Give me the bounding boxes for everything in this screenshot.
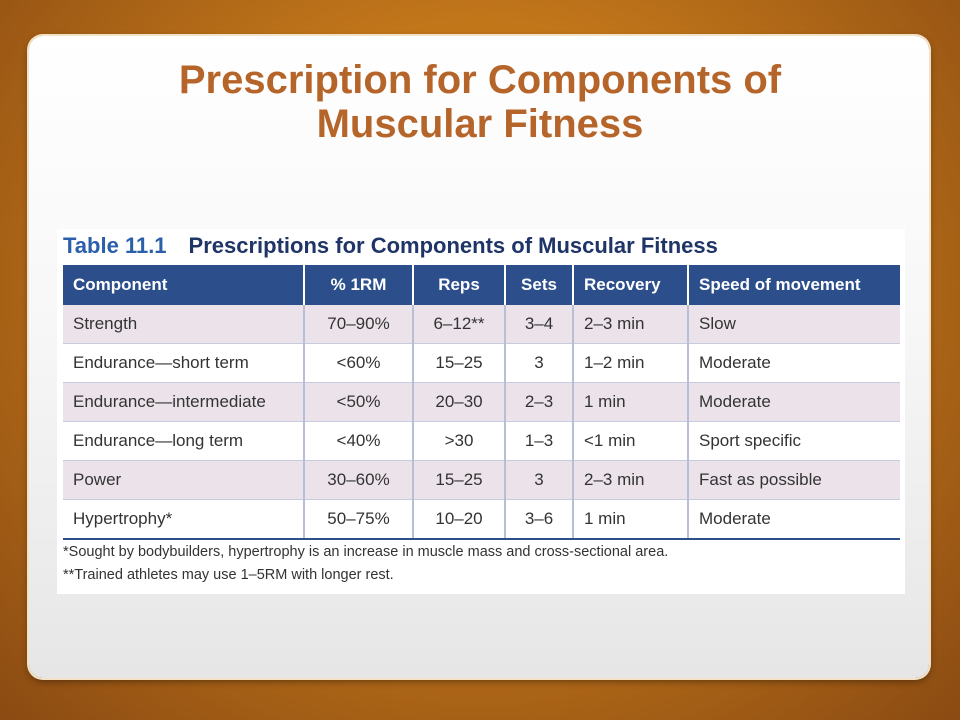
header-recovery: Recovery (573, 265, 689, 305)
cell-sets: 2–3 (505, 382, 574, 422)
header-reps: Reps (413, 265, 506, 305)
cell-recovery: 2–3 min (573, 460, 689, 500)
cell-component: Power (63, 460, 305, 500)
cell-reps: 15–25 (413, 343, 506, 383)
table-caption-text: Prescriptions for Components of Muscular… (188, 233, 718, 258)
cell-recovery: 1 min (573, 382, 689, 422)
table-row: Hypertrophy* 50–75% 10–20 3–6 1 min Mode… (63, 499, 900, 540)
slide-title-line-1: Prescription for Components of (178, 58, 782, 102)
cell-1rm: 70–90% (304, 305, 414, 344)
cell-speed: Sport specific (688, 421, 900, 461)
table-row: Power 30–60% 15–25 3 2–3 min Fast as pos… (63, 460, 900, 500)
cell-component: Endurance—intermediate (63, 382, 305, 422)
cell-speed: Moderate (688, 499, 900, 540)
slide-title: Prescription for Components of Muscular … (0, 58, 960, 146)
cell-component: Endurance—short term (63, 343, 305, 383)
cell-recovery: 1–2 min (573, 343, 689, 383)
cell-1rm: <60% (304, 343, 414, 383)
table-row: Endurance—intermediate <50% 20–30 2–3 1 … (63, 382, 900, 422)
cell-speed: Moderate (688, 343, 900, 383)
cell-component: Endurance—long term (63, 421, 305, 461)
header-speed: Speed of movement (688, 265, 900, 305)
prescription-table: Component % 1RM Reps Sets Recovery Speed… (63, 265, 900, 540)
cell-1rm: <40% (304, 421, 414, 461)
cell-1rm: 50–75% (304, 499, 414, 540)
cell-speed: Slow (688, 305, 900, 344)
header-sets: Sets (505, 265, 574, 305)
cell-sets: 3 (505, 343, 574, 383)
cell-speed: Moderate (688, 382, 900, 422)
cell-component: Strength (63, 305, 305, 344)
table-row: Endurance—long term <40% >30 1–3 <1 min … (63, 421, 900, 461)
table-caption: Table 11.1 Prescriptions for Components o… (63, 233, 718, 261)
cell-recovery: 1 min (573, 499, 689, 540)
cell-reps: 15–25 (413, 460, 506, 500)
cell-reps: 10–20 (413, 499, 506, 540)
cell-reps: 20–30 (413, 382, 506, 422)
table-row: Endurance—short term <60% 15–25 3 1–2 mi… (63, 343, 900, 383)
cell-component: Hypertrophy* (63, 499, 305, 540)
cell-sets: 3–6 (505, 499, 574, 540)
table-row: Strength 70–90% 6–12** 3–4 2–3 min Slow (63, 305, 900, 344)
cell-sets: 1–3 (505, 421, 574, 461)
table-figure: Table 11.1 Prescriptions for Components o… (57, 229, 905, 594)
cell-recovery: 2–3 min (573, 305, 689, 344)
cell-sets: 3–4 (505, 305, 574, 344)
cell-reps: >30 (413, 421, 506, 461)
header-1rm: % 1RM (304, 265, 414, 305)
cell-1rm: <50% (304, 382, 414, 422)
cell-recovery: <1 min (573, 421, 689, 461)
table-footnotes: *Sought by bodybuilders, hypertrophy is … (63, 541, 668, 587)
footnote-hypertrophy: *Sought by bodybuilders, hypertrophy is … (63, 544, 669, 560)
cell-sets: 3 (505, 460, 574, 500)
cell-speed: Fast as possible (688, 460, 900, 500)
slide-title-line-2: Muscular Fitness (316, 102, 644, 146)
header-component: Component (63, 265, 305, 305)
footnote-trained-athletes: **Trained athletes may use 1–5RM with lo… (63, 567, 394, 583)
cell-reps: 6–12** (413, 305, 506, 344)
table-number: Table 11.1 (63, 233, 167, 258)
table-header-row: Component % 1RM Reps Sets Recovery Speed… (63, 265, 900, 305)
cell-1rm: 30–60% (304, 460, 414, 500)
